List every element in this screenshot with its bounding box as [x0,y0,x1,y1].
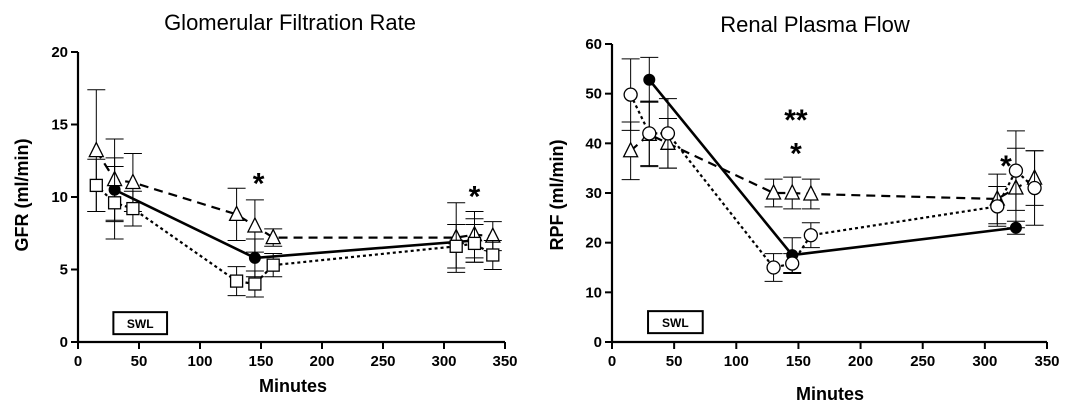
rpf-x-tick-label: 100 [724,353,749,370]
gfr-data-point [228,204,245,222]
rpf-x-tick-label: 0 [608,353,616,370]
rpf-series-line [629,133,1036,201]
gfr-x-tick-label: 300 [431,353,456,370]
gfr-data-point [467,236,482,251]
rpf-x-tick-label: 300 [972,353,997,370]
gfr-series-filled-circle [105,157,484,278]
gfr-series-open-triangle [87,89,502,273]
rpf-data-point [643,73,656,86]
gfr-significance-marker: * [253,168,265,201]
rpf-data-point [622,141,639,158]
rpf-panel: Renal Plasma Flow RPF (ml/min) Minutes 0… [547,12,1060,404]
rpf-data-point [642,126,657,141]
rpf-y-tick-label: 30 [585,185,602,202]
gfr-swl-box [112,311,169,336]
gfr-x-axis-label: Minutes [259,376,327,396]
rpf-series-line [648,78,1017,257]
rpf-x-axis-label: Minutes [796,384,864,404]
rpf-y-tick-label: 60 [585,36,602,53]
gfr-data-point [246,216,263,233]
gfr-data-point [126,201,140,216]
gfr-y-axis-label: GFR (ml/min) [12,139,32,252]
gfr-x-tick-label: 150 [248,353,273,370]
rpf-data-point [990,199,1005,214]
rpf-significance-marker: * [1000,150,1012,183]
gfr-x-tick-label: 350 [492,353,517,370]
gfr-data-point [248,251,261,264]
rpf-series-line [629,94,1036,269]
rpf-x-tick-label: 350 [1034,353,1059,370]
gfr-x-tick-label: 100 [187,353,212,370]
rpf-swl-box [647,310,704,335]
gfr-data-point [266,258,280,272]
rpf-swl-label: SWL [662,316,689,330]
rpf-data-point [802,184,819,201]
rpf-data-point [1027,180,1042,196]
rpf-data-point [623,87,638,102]
gfr-data-point [124,173,141,190]
gfr-data-point [449,239,463,253]
gfr-data-point [229,274,244,288]
gfr-data-point [107,196,122,210]
rpf-y-tick-label: 20 [585,235,602,252]
gfr-series-line [95,184,494,286]
gfr-swl-label: SWL [127,317,154,331]
rpf-chart-title: Renal Plasma Flow [720,12,910,37]
gfr-x-tick-label: 250 [370,353,395,370]
gfr-x-tick-label: 200 [309,353,334,370]
gfr-y-tick-label: 15 [51,117,68,134]
gfr-y-tick-label: 20 [51,44,68,61]
gfr-data-point [88,141,105,158]
gfr-data-point [486,248,500,262]
gfr-x-tick-label: 0 [74,353,82,370]
rpf-data-point [784,183,801,200]
gfr-data-point [265,228,282,245]
rpf-x-tick-label: 150 [786,353,811,370]
gfr-significance-marker: * [469,181,481,214]
rpf-y-axis-label: RPF (ml/min) [547,139,567,250]
rpf-y-tick-label: 0 [594,334,602,351]
rpf-significance-marker: * [790,137,802,170]
rpf-data-point [660,126,676,141]
rpf-data-point [766,260,781,275]
rpf-series-filled-circle [640,56,1025,273]
gfr-y-tick-label: 5 [60,262,68,279]
rpf-data-point [1008,163,1024,178]
rpf-x-tick-label: 200 [848,353,873,370]
rpf-x-tick-label: 250 [910,353,935,370]
gfr-series-line [114,188,475,260]
rpf-data-point [785,256,800,271]
gfr-chart-title: Glomerular Filtration Rate [164,10,416,35]
gfr-series-open-square [87,158,502,298]
rpf-data-point [765,183,782,200]
rpf-significance-marker: ** [784,104,808,137]
rpf-y-tick-label: 10 [585,284,602,301]
rpf-y-tick-label: 50 [585,86,602,103]
rpf-series-open-circle [621,58,1044,282]
gfr-y-tick-label: 10 [51,189,68,206]
gfr-x-tick-label: 50 [131,353,148,370]
gfr-data-point [89,178,103,193]
gfr-panel: Glomerular Filtration Rate GFR (ml/min) … [12,10,518,396]
rpf-data-point [803,228,819,243]
rpf-y-tick-label: 40 [585,135,602,152]
rpf-x-tick-label: 50 [666,353,683,370]
gfr-y-tick-label: 0 [60,334,68,351]
gfr-data-point [248,277,262,291]
